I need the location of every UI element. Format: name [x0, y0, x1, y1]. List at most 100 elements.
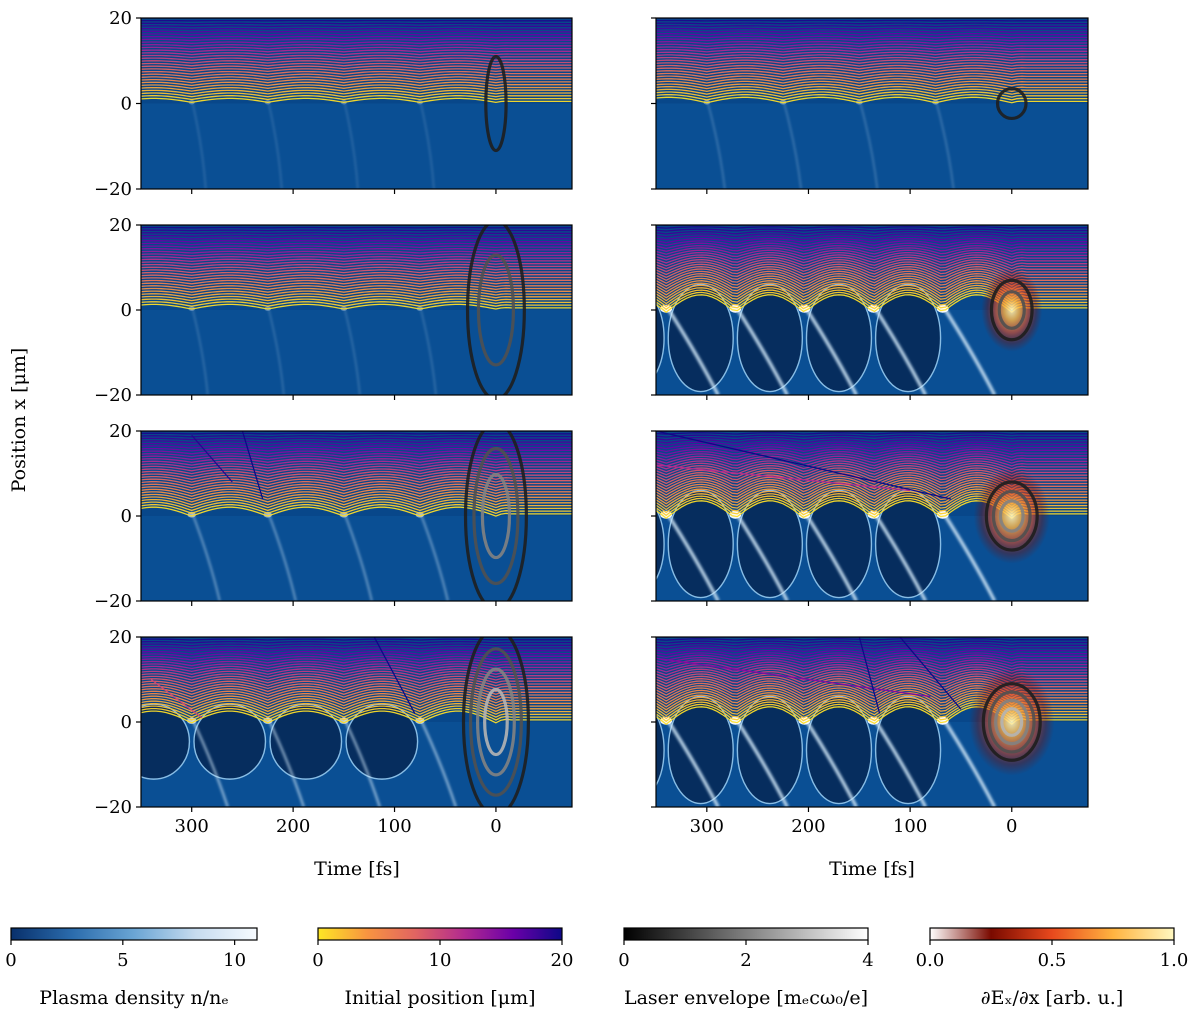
trajectory-line — [656, 251, 1088, 261]
panel-r0-c1 — [651, 17, 1089, 194]
laser-contour — [476, 253, 516, 367]
trajectory-line — [141, 89, 572, 95]
density-spike — [191, 305, 209, 395]
trajectory-line — [141, 498, 572, 509]
trajectory-line — [656, 258, 1088, 270]
trajectory-line — [141, 455, 572, 461]
trajectory-line — [141, 468, 572, 475]
trajectory-line — [656, 638, 1088, 641]
trajectory-line — [656, 448, 1088, 456]
trajectory-line — [141, 49, 572, 53]
trajectory-line — [141, 78, 572, 84]
trajectory-line — [141, 38, 572, 42]
density-spike — [782, 99, 802, 189]
trajectory-line — [141, 432, 572, 435]
trajectory-line — [141, 695, 572, 707]
laser-contour — [472, 446, 520, 586]
trajectory-line — [141, 707, 572, 721]
trajectory-line — [141, 698, 572, 710]
trajectory-line — [141, 680, 572, 690]
laser-contour — [463, 431, 528, 601]
trajectory-line — [656, 645, 1088, 650]
crossing-trajectory — [150, 678, 203, 719]
wake-bubble — [805, 489, 873, 599]
trajectory-line — [141, 263, 572, 268]
density-spike — [419, 99, 435, 189]
density-spike — [342, 717, 382, 807]
colorbar-tick-label: 2 — [740, 950, 751, 971]
density-spike — [418, 511, 449, 601]
trajectory-line — [656, 96, 1088, 104]
crossing-trajectory — [373, 637, 416, 714]
y-tick-label: 0 — [121, 94, 132, 115]
trajectory-line — [656, 235, 1088, 241]
trajectory-line — [141, 460, 572, 466]
y-tick-label: 0 — [121, 300, 132, 321]
trajectory-line — [141, 653, 572, 658]
trajectory-line — [656, 72, 1088, 78]
wake-bubble — [667, 489, 734, 599]
trajectory-line — [141, 705, 572, 718]
trajectory-line — [656, 78, 1088, 84]
trajectory-line — [656, 233, 1088, 238]
density-peak — [187, 511, 196, 518]
trajectory-line — [141, 303, 572, 310]
wake-bubble — [736, 283, 804, 393]
density-spike — [706, 99, 726, 189]
trajectory-line — [656, 441, 1088, 447]
density-spike — [190, 717, 229, 807]
trajectory-line — [656, 75, 1088, 81]
laser-contour — [995, 86, 1028, 121]
laser-contour — [984, 480, 1039, 552]
trajectory-line — [656, 30, 1088, 33]
crossing-trajectory — [241, 431, 264, 500]
trajectory-line — [141, 710, 572, 724]
density-peak — [339, 511, 349, 518]
trajectory-line — [656, 62, 1088, 67]
colorbar-tick-label: 0 — [5, 950, 16, 971]
trajectory-line — [141, 445, 572, 449]
density-spike — [802, 716, 858, 807]
trajectory-line — [141, 638, 572, 641]
trajectory-line — [141, 483, 572, 492]
colorbar-gradient — [317, 927, 563, 941]
trajectory-line — [141, 277, 572, 282]
trajectory-line — [656, 247, 1088, 255]
trajectory-line — [656, 56, 1088, 62]
trajectory-line — [656, 654, 1088, 662]
trajectory-line — [656, 649, 1088, 656]
trajectory-line — [141, 287, 572, 293]
trajectory-line — [656, 256, 1088, 267]
trajectory-line — [141, 76, 572, 81]
trajectory-line — [141, 658, 572, 664]
wake-bubble — [345, 703, 419, 780]
laser-contour — [1000, 707, 1024, 737]
density-spike — [872, 510, 928, 601]
wake-bubble — [656, 713, 665, 787]
trajectory-line — [141, 700, 572, 713]
wake-bubble — [656, 301, 665, 375]
trajectory-line — [141, 30, 572, 33]
trajectory-line — [656, 33, 1088, 36]
density-peak — [263, 511, 272, 518]
y-tick-label: −20 — [94, 179, 132, 200]
trajectory-line — [141, 41, 572, 44]
trajectory-line — [656, 22, 1088, 25]
density-spike — [190, 511, 221, 601]
trajectory-line — [141, 279, 572, 285]
x-tick-label: 0 — [490, 816, 501, 837]
density-spike — [267, 305, 285, 395]
density-spike — [664, 510, 720, 601]
wake-bubble — [656, 507, 665, 581]
trajectory-line — [656, 25, 1088, 28]
trajectory-line — [656, 242, 1088, 250]
trajectory-line — [141, 240, 572, 243]
trajectory-line — [141, 52, 572, 56]
y-tick-label: −20 — [94, 797, 132, 818]
density-spike — [941, 510, 997, 601]
y-tick-label: 20 — [109, 215, 132, 236]
laser-contour — [475, 667, 516, 777]
trajectory-line — [141, 660, 572, 667]
